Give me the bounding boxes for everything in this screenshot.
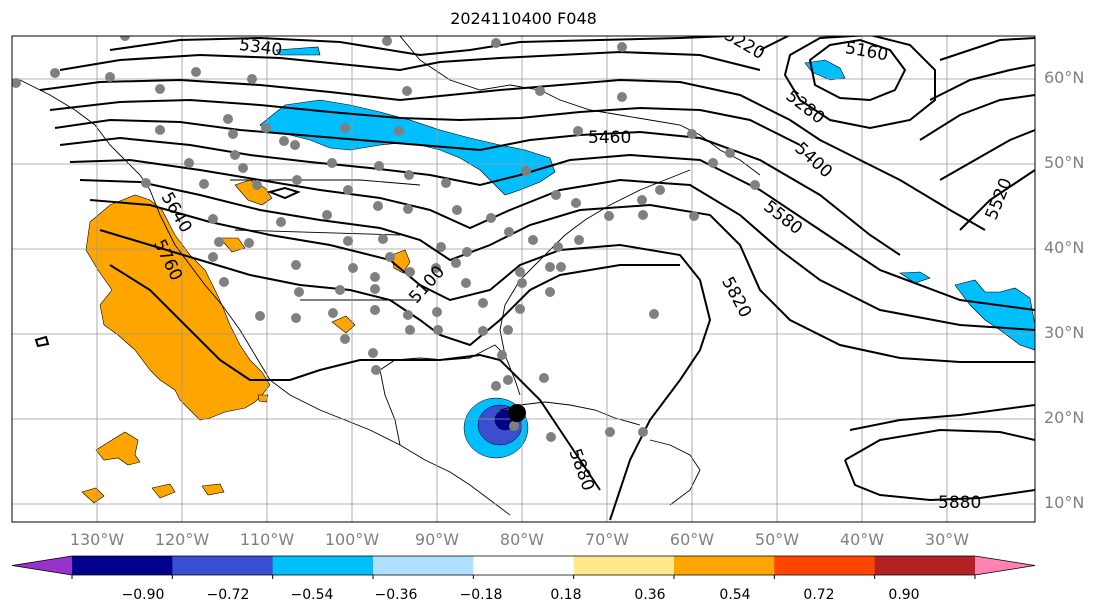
colorbar-tick-label: 0.90	[888, 587, 920, 603]
anomaly-pacific-small	[95, 431, 141, 466]
anomaly-pacific-south-1	[81, 487, 105, 504]
colorbar-segment	[373, 556, 474, 575]
lon-label: 80°W	[499, 530, 545, 549]
anomaly-atlantic-east	[954, 279, 1035, 351]
lon-label: 40°W	[839, 530, 885, 549]
map-frame	[11, 35, 1036, 523]
lon-label: 120°W	[154, 530, 210, 549]
lat-label: 60°N	[1044, 68, 1085, 87]
colorbar-tick-label: 0.54	[719, 587, 751, 603]
contour-label: 5880	[564, 446, 598, 493]
lat-label: 50°N	[1044, 153, 1085, 172]
anomaly-atlantic-small	[899, 271, 931, 284]
colorbar-extend-low	[12, 556, 72, 575]
colorbar-tick-label: −0.36	[374, 587, 418, 603]
colorbar-tick-label: −0.54	[290, 587, 334, 603]
positive-anomaly-fill	[81, 179, 411, 504]
negative-anomaly-fill	[259, 46, 1035, 351]
lon-label: 60°W	[669, 530, 715, 549]
lat-label: 20°N	[1044, 408, 1085, 427]
lon-label: 100°W	[324, 530, 380, 549]
colorbar-segment	[272, 556, 374, 575]
hurricane-center-marker	[508, 404, 526, 422]
colorbar-tick-label: 0.72	[803, 587, 835, 603]
colorbar-segment	[473, 556, 575, 575]
lat-label: 30°N	[1044, 323, 1085, 342]
colorbar-segment	[874, 556, 976, 575]
anomaly-5340-sliver	[275, 46, 321, 56]
colorbar-tick-label: −0.18	[459, 587, 503, 603]
lon-label: 130°W	[69, 530, 125, 549]
anomaly-mexico-small	[219, 237, 246, 253]
colorbar-extend-high	[975, 556, 1035, 575]
anomaly-texas-2	[331, 315, 356, 334]
colorbar-segment	[172, 556, 274, 575]
station-markers	[12, 36, 760, 442]
lon-label: 110°W	[239, 530, 295, 549]
contour-label: 5820	[717, 274, 755, 322]
contour-label: 5520	[982, 175, 1017, 223]
colorbar-segment	[774, 556, 876, 575]
map-title: 2024110400 F048	[450, 9, 597, 28]
colorbar-tick-label: 0.18	[550, 587, 582, 603]
lon-label: 70°W	[584, 530, 630, 549]
contour-label: 5460	[588, 128, 631, 148]
colorbar-tick-label: −0.90	[121, 587, 165, 603]
colorbar-tick-label: −0.72	[206, 587, 250, 603]
lat-label: 10°N	[1044, 493, 1085, 512]
colorbar-segment	[573, 556, 675, 575]
lon-label: 30°W	[924, 530, 970, 549]
contour-label: 5280	[782, 86, 828, 128]
anomaly-texas-1	[391, 249, 411, 274]
contour-label: 5880	[938, 493, 981, 513]
contour-label: 5220	[721, 25, 768, 64]
contour-label: 5580	[760, 197, 806, 239]
contour-label: 5160	[844, 38, 890, 65]
height-contours	[34, 36, 1035, 521]
colorbar	[11, 555, 1036, 579]
lon-label: 50°W	[754, 530, 800, 549]
anomaly-baja-dot	[257, 394, 269, 403]
lat-label: 40°N	[1044, 238, 1085, 257]
colorbar-tick-label: 0.36	[634, 587, 666, 603]
anomaly-pacific-south-3	[201, 483, 225, 496]
anomaly-pacific-south-2	[151, 483, 176, 499]
lon-label: 90°W	[414, 530, 460, 549]
colorbar-segment	[674, 556, 775, 575]
anomaly-canada-band	[259, 99, 556, 196]
colorbar-segment	[72, 556, 173, 575]
